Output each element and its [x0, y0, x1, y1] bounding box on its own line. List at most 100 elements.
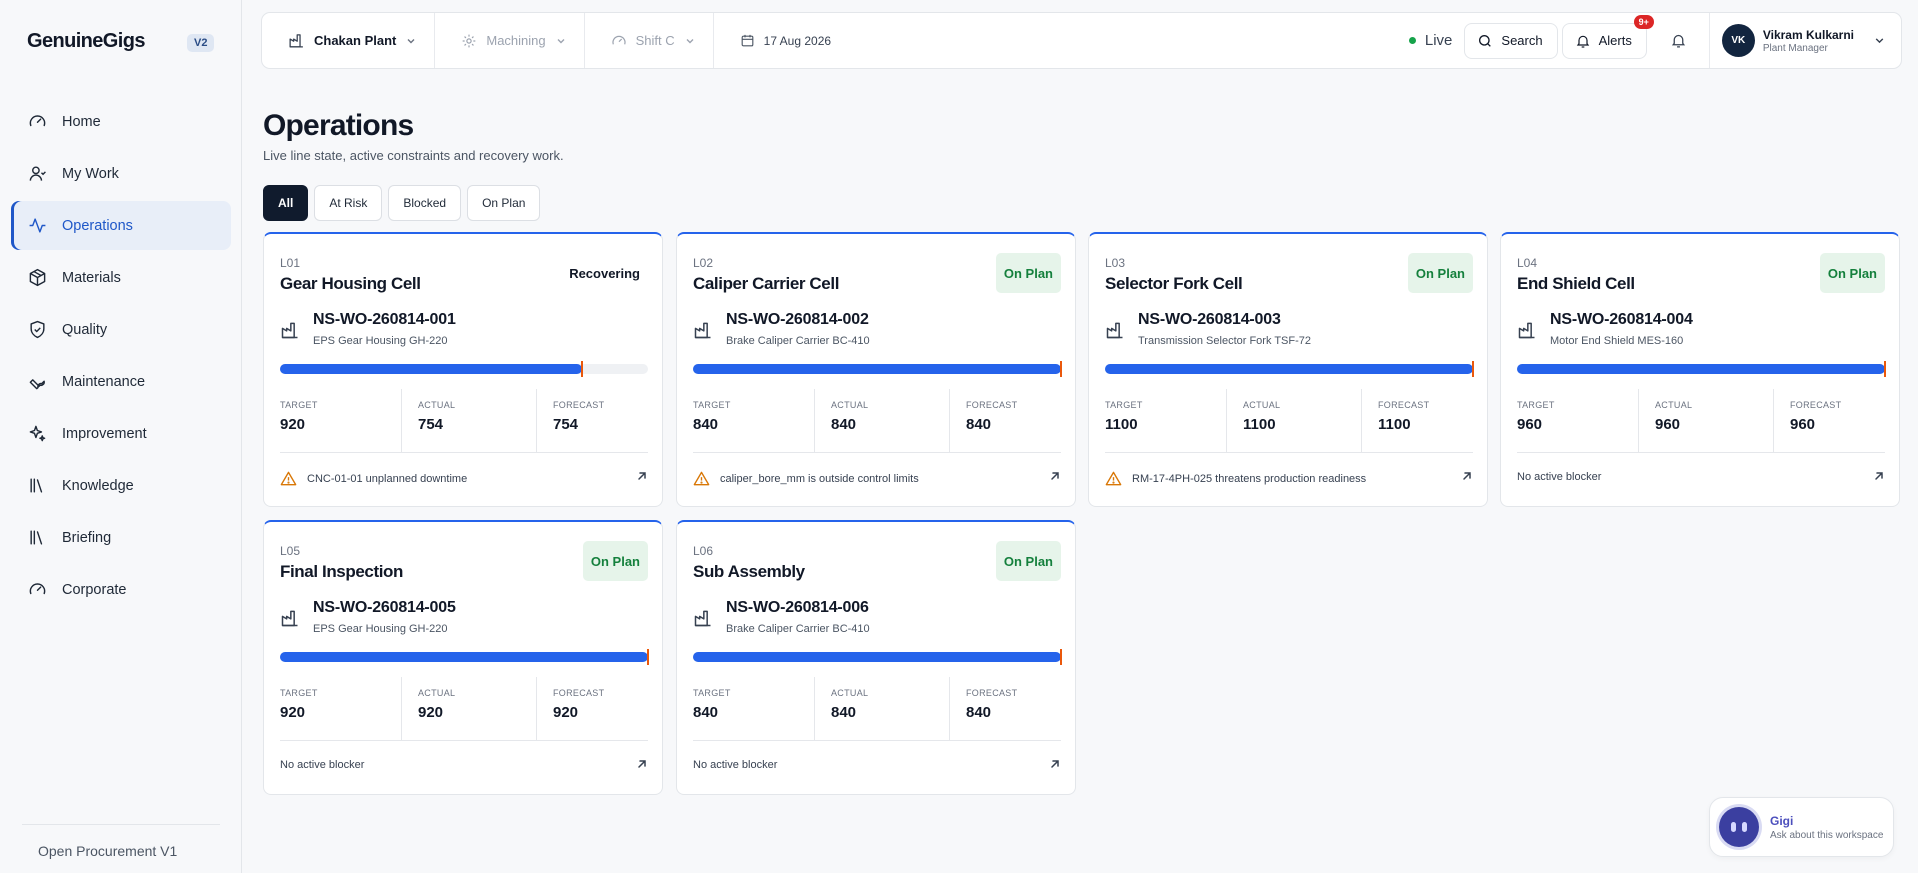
metric-forecast: FORECAST 960	[1773, 389, 1885, 452]
wrench-icon	[27, 372, 47, 392]
warning-icon	[1105, 471, 1122, 486]
status-badge: On Plan	[995, 541, 1061, 581]
line-card[interactable]: L05 Final Inspection On Plan NS-WO-260814-0…	[263, 520, 663, 795]
line-name: Final Inspection	[280, 562, 404, 581]
sidebar-item-materials[interactable]: Materials	[11, 253, 231, 302]
metric-target: TARGET 920	[280, 389, 401, 452]
filter-at-risk[interactable]: At Risk	[314, 185, 383, 221]
assistant-subtitle: Ask about this workspace	[1770, 829, 1884, 841]
area-selector[interactable]: Machining	[435, 13, 585, 68]
metric-label: FORECAST	[1790, 400, 1842, 410]
metric-label: FORECAST	[1378, 400, 1430, 410]
sidebar-item-label: Maintenance	[62, 373, 146, 390]
date-label: 17 Aug 2026	[763, 33, 832, 48]
metric-actual: ACTUAL 840	[814, 677, 949, 740]
chevron-down-icon	[1874, 35, 1885, 46]
date-picker[interactable]: 17 Aug 2026	[714, 13, 849, 68]
chevron-down-icon	[556, 36, 566, 46]
metric-value: 754	[553, 416, 579, 433]
factory-icon	[693, 608, 713, 628]
gauge-icon	[611, 33, 627, 49]
line-card[interactable]: L01 Gear Housing Cell Recovering NS-WO-2608…	[263, 232, 663, 507]
chevron-down-icon	[406, 36, 416, 46]
metric-label: ACTUAL	[418, 688, 456, 698]
sidebar-item-corporate[interactable]: Corporate	[11, 565, 231, 614]
metric-target: TARGET 960	[1517, 389, 1638, 452]
calendar-icon	[740, 33, 755, 48]
metric-value: 840	[831, 416, 857, 433]
arrow-up-right-icon[interactable]	[1873, 470, 1885, 482]
sidebar-item-my-work[interactable]: My Work	[11, 149, 231, 198]
user-menu[interactable]: VK Vikram Kulkarni Plant Manager	[1708, 13, 1901, 68]
metric-value: 840	[693, 704, 719, 721]
open-procurement-link[interactable]: Open Procurement V1	[22, 824, 220, 859]
shift-selector[interactable]: Shift C	[585, 13, 714, 68]
progress-bar-fill	[1105, 364, 1473, 374]
version-badge: V2	[187, 34, 215, 52]
work-order-id[interactable]: NS-WO-260814-004	[1550, 311, 1693, 328]
sidebar-item-operations[interactable]: Operations	[11, 201, 231, 250]
assistant-launcher[interactable]: Gigi Ask about this workspace	[1709, 797, 1894, 857]
line-card[interactable]: L02 Caliper Carrier Cell On Plan NS-WO-2608…	[676, 232, 1076, 507]
metrics-row: TARGET 920 ACTUAL 920 FORECAST 920	[280, 677, 648, 741]
arrow-up-right-icon[interactable]	[636, 470, 648, 482]
filter-on-plan[interactable]: On Plan	[467, 185, 541, 221]
arrow-up-right-icon[interactable]	[1049, 758, 1061, 770]
progress-marker	[1884, 361, 1886, 377]
metric-label: TARGET	[1517, 400, 1555, 410]
progress-marker	[580, 361, 583, 377]
metric-actual: ACTUAL 960	[1638, 389, 1773, 452]
sidebar-item-home[interactable]: Home	[11, 97, 231, 146]
sidebar-item-knowledge[interactable]: Knowledge	[11, 461, 231, 510]
metrics-row: TARGET 920 ACTUAL 754 FORECAST 754	[280, 389, 648, 453]
sidebar-item-briefing[interactable]: Briefing	[11, 513, 231, 562]
work-order-id[interactable]: NS-WO-260814-001	[313, 311, 456, 328]
brand[interactable]: GenuineGigs V2	[27, 30, 217, 53]
assistant-name: Gigi	[1770, 813, 1794, 828]
metric-actual: ACTUAL 920	[401, 677, 536, 740]
metric-forecast: FORECAST 920	[536, 677, 648, 740]
blocker-text: No active blocker	[280, 759, 365, 771]
metric-value: 840	[966, 704, 992, 721]
search-icon	[1477, 33, 1493, 49]
metric-label: ACTUAL	[1655, 400, 1693, 410]
line-code: L03	[1105, 256, 1126, 270]
work-order-id[interactable]: NS-WO-260814-005	[313, 599, 456, 616]
metric-label: TARGET	[1105, 400, 1143, 410]
line-code: L05	[280, 544, 301, 558]
metrics-row: TARGET 1100 ACTUAL 1100 FORECAST 1100	[1105, 389, 1473, 453]
plant-selector[interactable]: Chakan Plant	[262, 13, 436, 68]
shield-check-icon	[27, 320, 47, 340]
work-order-id[interactable]: NS-WO-260814-006	[726, 599, 869, 616]
metric-value: 840	[966, 416, 992, 433]
work-order-id[interactable]: NS-WO-260814-002	[726, 311, 869, 328]
sidebar-item-quality[interactable]: Quality	[11, 305, 231, 354]
work-order-id[interactable]: NS-WO-260814-003	[1138, 311, 1281, 328]
line-card[interactable]: L06 Sub Assembly On Plan NS-WO-260814-006 Br…	[676, 520, 1076, 795]
line-card[interactable]: L03 Selector Fork Cell On Plan NS-WO-260814…	[1088, 232, 1488, 507]
progress-bar-fill	[280, 364, 582, 374]
metric-value: 960	[1517, 416, 1543, 433]
metric-label: FORECAST	[966, 400, 1018, 410]
search-button[interactable]: Search	[1464, 22, 1558, 59]
arrow-up-right-icon[interactable]	[636, 758, 648, 770]
notifications-button[interactable]	[1659, 21, 1699, 61]
line-card[interactable]: L04 End Shield Cell On Plan NS-WO-260814-00…	[1500, 232, 1900, 507]
metric-label: ACTUAL	[831, 688, 869, 698]
shift-label: Shift C	[635, 33, 675, 48]
progress-marker	[1472, 361, 1474, 377]
arrow-up-right-icon[interactable]	[1461, 470, 1473, 482]
sidebar-item-improvement[interactable]: Improvement	[11, 409, 231, 458]
blocker-text: No active blocker	[1517, 471, 1602, 483]
progress-bar-fill	[693, 364, 1061, 374]
user-icon	[27, 164, 47, 184]
sidebar-item-label: Briefing	[62, 529, 112, 546]
sidebar-item-maintenance[interactable]: Maintenance	[11, 357, 231, 406]
alerts-button[interactable]: Alerts 9+	[1561, 14, 1654, 59]
filter-all[interactable]: All	[263, 185, 309, 221]
product-name: Transmission Selector Fork TSF-72	[1138, 335, 1311, 347]
arrow-up-right-icon[interactable]	[1049, 470, 1061, 482]
progress-marker	[647, 649, 649, 665]
metric-label: TARGET	[280, 400, 318, 410]
filter-blocked[interactable]: Blocked	[388, 185, 462, 221]
